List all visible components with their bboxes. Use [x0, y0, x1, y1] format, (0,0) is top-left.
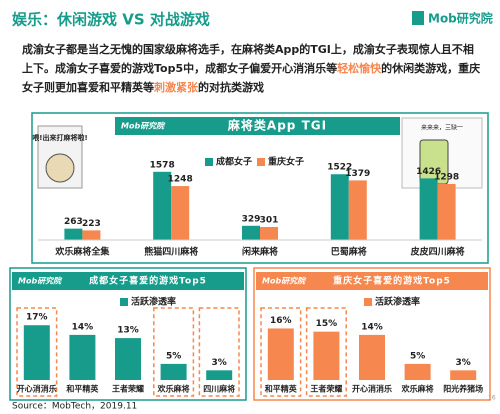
- sticker-text: 喂!出来打麻将啦!: [32, 133, 87, 142]
- x-tick-label: 欢乐麻将全集: [54, 246, 110, 258]
- sticker-face: [45, 153, 75, 183]
- bar: [160, 363, 187, 380]
- bar: [450, 370, 477, 380]
- x-tick-label: 阳光养猪场: [443, 384, 483, 394]
- highlight-box: [198, 307, 240, 397]
- data-label: 15%: [316, 319, 338, 329]
- x-tick-label: 王者荣耀: [112, 384, 144, 394]
- logo: Mob研究院: [428, 11, 493, 26]
- data-label: 17%: [26, 313, 48, 323]
- data-label: 13%: [117, 326, 139, 336]
- summary: 成渝女子都是当之无愧的国家级麻将选手，在麻将类App的TGI上，成渝女子表现惊人…: [22, 40, 482, 97]
- bar: [267, 328, 294, 380]
- data-label: 1248: [168, 175, 193, 185]
- data-label: 329: [242, 214, 261, 224]
- x-tick-label: 皮皮四川麻将: [410, 246, 465, 258]
- bar: [69, 334, 96, 380]
- chart-title: 成都女子喜爱的游戏Top5: [89, 275, 207, 287]
- chart-frame: [9, 267, 247, 401]
- data-label: 1298: [434, 172, 459, 182]
- page-number: 16: [488, 395, 496, 402]
- x-tick-label: 开心消消乐: [352, 384, 392, 394]
- sticker-text: 来来来，三缺一: [421, 124, 463, 132]
- data-label: 3%: [456, 358, 471, 368]
- x-tick-label: 巴蜀麻将: [331, 246, 367, 258]
- data-label: 5%: [166, 351, 181, 361]
- chart-header: [12, 272, 244, 290]
- chart-logo: Mob研究院: [18, 277, 63, 286]
- data-label: 301: [260, 215, 279, 225]
- x-tick-label: 王者荣耀: [310, 384, 342, 394]
- source: Source：MobTech，2019.11: [12, 402, 137, 412]
- x-tick-label: 欢乐麻将: [157, 384, 190, 394]
- chart-title: 重庆女子喜爱的游戏Top5: [333, 275, 451, 287]
- x-tick-label: 闲来麻将: [242, 246, 278, 258]
- data-label: 263: [64, 217, 83, 227]
- bar: [82, 230, 101, 240]
- chart-logo: Mob研究院: [262, 277, 307, 286]
- data-label: 223: [82, 219, 101, 229]
- data-label: 16%: [270, 316, 292, 326]
- summary-highlight: 轻松愉快: [337, 62, 382, 75]
- bar: [260, 226, 278, 240]
- legend-swatch: [364, 298, 372, 306]
- highlight-box: [16, 307, 58, 397]
- x-tick-label: 和平精英: [265, 384, 298, 394]
- bar: [437, 183, 456, 240]
- summary-text: 成渝女子都是当之无愧的国家级麻将选手，在麻将类App的TGI上，成渝女子表现惊人…: [22, 43, 474, 75]
- x-tick-label: 熊猫四川麻将: [144, 246, 198, 258]
- bar: [348, 180, 367, 240]
- bar: [313, 331, 340, 380]
- bar: [242, 225, 260, 240]
- highlight-box: [305, 307, 347, 397]
- bar: [419, 178, 438, 240]
- chart-frame: [31, 112, 489, 264]
- bar: [206, 370, 233, 380]
- chart-frame: [253, 267, 491, 401]
- page-title: 娱乐：休闲游戏 VS 对战游戏: [12, 11, 210, 29]
- bar: [115, 338, 141, 380]
- chart-header: [115, 117, 400, 135]
- x-tick-label: 四川麻将: [203, 384, 235, 394]
- data-label: 5%: [410, 351, 425, 361]
- x-tick-label: 欢乐麻将: [401, 384, 434, 394]
- legend-label: 成都女子: [216, 156, 252, 168]
- chart-title: 麻将类App TGI: [227, 118, 327, 133]
- data-label: 1379: [345, 169, 370, 179]
- x-tick-label: 开心消消乐: [17, 384, 57, 394]
- bar: [153, 171, 172, 240]
- data-label: 1578: [150, 160, 175, 170]
- legend-label: 重庆女子: [268, 156, 304, 168]
- data-label: 3%: [212, 358, 227, 368]
- data-label: 14%: [361, 322, 383, 332]
- bar: [171, 186, 190, 240]
- chart-logo: Mob研究院: [121, 122, 166, 131]
- summary-highlight: 刺激紧张: [154, 81, 198, 94]
- logo-icon: [412, 11, 424, 25]
- bar: [359, 334, 385, 380]
- legend-label: 活跃渗透率: [375, 296, 420, 308]
- summary-text: 的休闲类游戏，重庆女子则更加喜爱和平精英等: [22, 62, 481, 94]
- legend-swatch: [205, 158, 213, 166]
- x-tick-label: 和平精英: [66, 384, 99, 394]
- data-label: 14%: [72, 322, 94, 332]
- bar: [404, 363, 431, 380]
- data-label: 1522: [327, 163, 352, 173]
- bar: [64, 228, 83, 240]
- legend-swatch: [120, 298, 128, 306]
- bar: [330, 174, 349, 240]
- highlight-box: [260, 307, 302, 397]
- chart-header: [256, 272, 488, 290]
- bar: [23, 325, 50, 380]
- legend-swatch: [257, 158, 265, 166]
- highlight-box: [153, 307, 195, 397]
- summary-text: 的对抗类游戏: [198, 81, 264, 94]
- data-label: 1426: [416, 167, 441, 177]
- legend-label: 活跃渗透率: [131, 296, 176, 308]
